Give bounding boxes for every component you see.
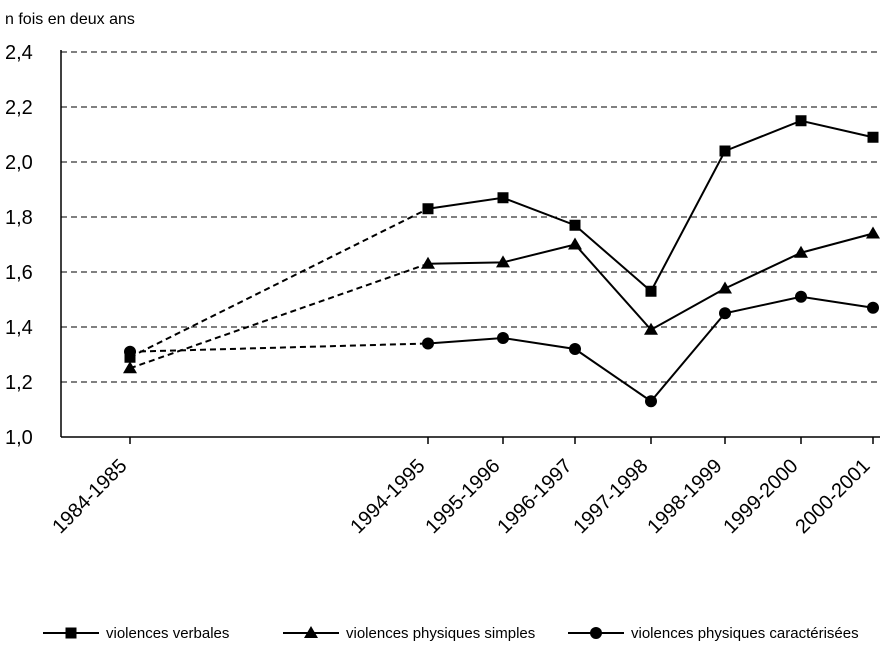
data-point-square [719, 145, 731, 157]
data-point-triangle [866, 226, 880, 239]
data-point-triangle [304, 626, 318, 638]
legend-item: violences physiques simples [283, 625, 535, 642]
legend-label: violences physiques simples [346, 625, 535, 642]
data-point-triangle [568, 237, 582, 250]
y-tick-label: 1,4 [5, 317, 33, 339]
data-point-circle [795, 290, 807, 303]
series-line [427, 232, 874, 332]
series-1 [124, 115, 879, 363]
data-point-circle [124, 345, 136, 358]
x-tick-label: 2000-2001 [791, 455, 874, 538]
y-tick-label: 2,4 [5, 42, 33, 64]
series [123, 115, 880, 408]
data-point-square [645, 285, 657, 297]
data-point-circle [719, 307, 731, 320]
data-point-triangle [421, 256, 435, 269]
x-tick-label: 1996-1997 [493, 455, 576, 538]
series-line [427, 119, 874, 293]
x-tick-label: 1984-1985 [48, 455, 131, 538]
y-tick-label: 1,8 [5, 207, 33, 229]
axes [60, 50, 880, 444]
legend: violences verbales violences physiques si… [43, 625, 859, 642]
y-axis-label: n fois en deux ans [5, 11, 135, 28]
data-point-circle [422, 337, 434, 350]
data-point-triangle [794, 245, 808, 258]
y-tick-label: 1,6 [5, 262, 33, 284]
series-gap-line [129, 207, 429, 359]
x-tick-label: 1997-1998 [569, 455, 652, 538]
data-point-triangle [718, 281, 732, 294]
data-point-circle [645, 395, 657, 408]
x-tick-label: 1995-1996 [421, 455, 504, 538]
y-tick-label: 2,2 [5, 97, 33, 119]
data-point-square [569, 219, 581, 231]
series-3 [124, 290, 879, 408]
y-tick-label: 1,0 [5, 427, 33, 449]
data-point-square [867, 131, 879, 143]
x-tick-labels: 1984-1985 1994-19951995-19961996-19971997… [48, 455, 874, 538]
data-point-square [65, 627, 77, 639]
legend-label: violences physiques caractérisées [631, 625, 859, 642]
series-2 [123, 226, 880, 374]
data-point-triangle [496, 255, 510, 268]
y-tick-labels: 1,0 1,2 1,4 1,6 1,8 2,0 2,2 2,4 [5, 42, 33, 449]
data-point-square [497, 192, 509, 204]
y-tick-label: 2,0 [5, 152, 33, 174]
x-tick-label: 1994-1995 [346, 455, 429, 538]
data-point-circle [497, 332, 509, 344]
legend-label: violences verbales [106, 625, 229, 642]
x-tick-label: 1999-2000 [719, 455, 802, 538]
data-point-square [795, 115, 807, 127]
data-point-square [422, 203, 434, 215]
series-gap-line [129, 262, 429, 370]
series-gap-line [129, 342, 429, 353]
data-point-circle [867, 301, 879, 314]
data-point-circle [590, 627, 602, 639]
legend-item: violences physiques caractérisées [568, 625, 859, 642]
x-tick-label: 1998-1999 [643, 455, 726, 538]
series-line [427, 295, 874, 403]
y-tick-label: 1,2 [5, 372, 33, 394]
data-point-triangle [644, 322, 658, 335]
legend-item: violences verbales [43, 625, 229, 642]
data-point-triangle [123, 361, 137, 374]
gridlines [61, 51, 880, 383]
data-point-circle [569, 343, 581, 355]
